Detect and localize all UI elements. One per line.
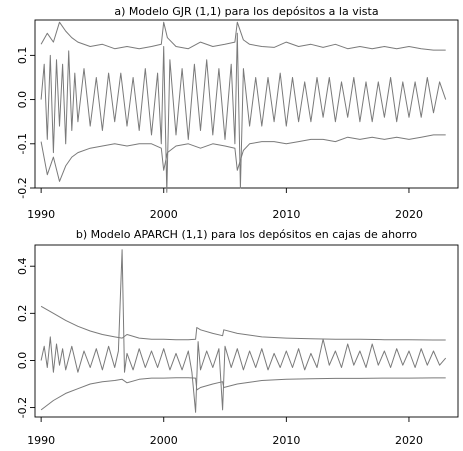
- x-tick-label: 2000: [150, 434, 178, 447]
- x-tick-label: 2020: [395, 208, 423, 221]
- x-tick-label: 1990: [27, 208, 55, 221]
- series-line-upper-band: [40, 305, 446, 341]
- y-tick-label: 0.4: [16, 257, 29, 275]
- x-tick-label: 2010: [272, 208, 300, 221]
- y-tick-label: 0.0: [16, 91, 29, 109]
- panel-b-plot-frame: [34, 244, 459, 418]
- series-line-lower-band: [40, 134, 446, 182]
- x-tick-label: 2020: [395, 434, 423, 447]
- panel-a-axis-layer: 1990 2000 2010 2020 -0.2 -0.1 0.0 0.1: [16, 47, 423, 221]
- x-tick-label: 2000: [150, 208, 178, 221]
- y-tick-label: -0.2: [16, 397, 29, 418]
- panel-a-title: a) Modelo GJR (1,1) para los depósitos a…: [114, 5, 378, 18]
- panel-b-axis-layer: 1990 2000 2010 2020 -0.2 0.0 0.2 0.4: [16, 257, 423, 447]
- series-line-residuals: [40, 32, 447, 193]
- x-tick-label: 1990: [27, 434, 55, 447]
- x-tick-label: 2010: [272, 434, 300, 447]
- y-tick-label: 0.2: [16, 305, 29, 323]
- panel-a-series-layer: [40, 21, 447, 193]
- series-line-residuals: [40, 249, 447, 413]
- panel-a: a) Modelo GJR (1,1) para los depósitos a…: [16, 5, 459, 221]
- panel-b-title: b) Modelo APARCH (1,1) para los depósito…: [76, 228, 417, 241]
- y-tick-label: 0.0: [16, 352, 29, 370]
- y-tick-label: 0.1: [16, 47, 29, 65]
- panel-b: b) Modelo APARCH (1,1) para los depósito…: [16, 228, 459, 447]
- series-line-upper-band: [40, 21, 446, 51]
- y-tick-label: -0.2: [16, 177, 29, 198]
- series-line-lower-band: [40, 377, 446, 411]
- y-tick-label: -0.1: [16, 133, 29, 154]
- panel-a-plot-frame: [34, 19, 459, 189]
- panel-b-series-layer: [40, 249, 447, 413]
